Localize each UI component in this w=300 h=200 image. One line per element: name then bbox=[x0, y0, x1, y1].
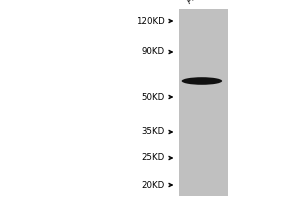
Text: 90KD: 90KD bbox=[141, 47, 164, 56]
Bar bbox=[178, 9, 228, 196]
Text: 20KD: 20KD bbox=[141, 180, 164, 190]
Text: 50KD: 50KD bbox=[141, 92, 164, 102]
Text: 25KD: 25KD bbox=[141, 154, 164, 162]
Ellipse shape bbox=[182, 77, 222, 85]
Text: 35KD: 35KD bbox=[141, 128, 164, 136]
Text: A549: A549 bbox=[185, 0, 208, 5]
Text: 120KD: 120KD bbox=[136, 17, 164, 25]
